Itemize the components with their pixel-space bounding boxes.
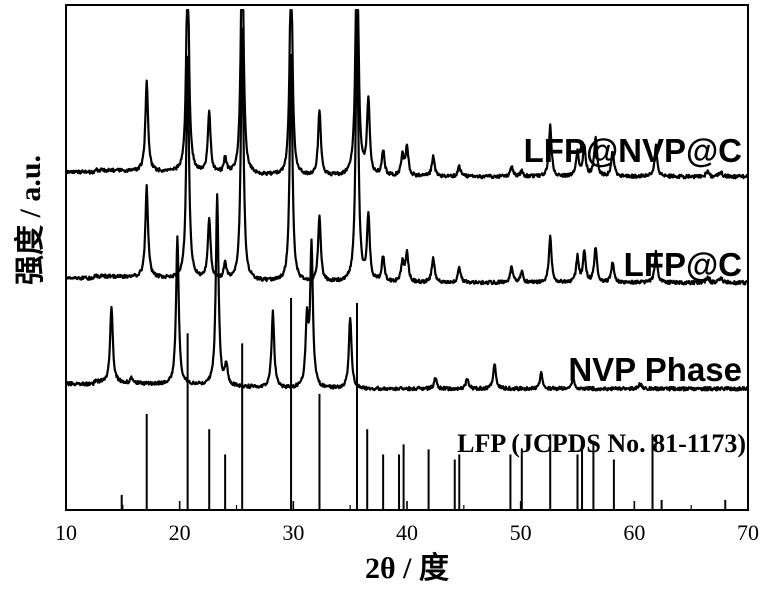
x-tick-label-50: 50 — [510, 520, 532, 545]
reference-lines — [122, 298, 726, 510]
x-tick-label-60: 60 — [623, 520, 645, 545]
x-axis-title: 2θ / 度 — [365, 552, 449, 585]
x-tick-label-20: 20 — [169, 520, 191, 545]
x-tick-label-30: 30 — [282, 520, 304, 545]
reference-label: LFP (JCPDS No. 81-1173) — [457, 429, 746, 458]
x-tick-label-70: 70 — [737, 520, 759, 545]
x-tick-label-10: 10 — [55, 520, 77, 545]
y-axis-title: 强度 / a.u. — [14, 155, 47, 285]
x-tick-label-40: 40 — [396, 520, 418, 545]
series-label-nvp-phase: NVP Phase — [568, 351, 742, 388]
series-label-lfp-c: LFP@C — [624, 246, 742, 283]
series-label-lfp-nvp-c: LFP@NVP@C — [524, 132, 742, 169]
series-traces — [66, 10, 748, 390]
